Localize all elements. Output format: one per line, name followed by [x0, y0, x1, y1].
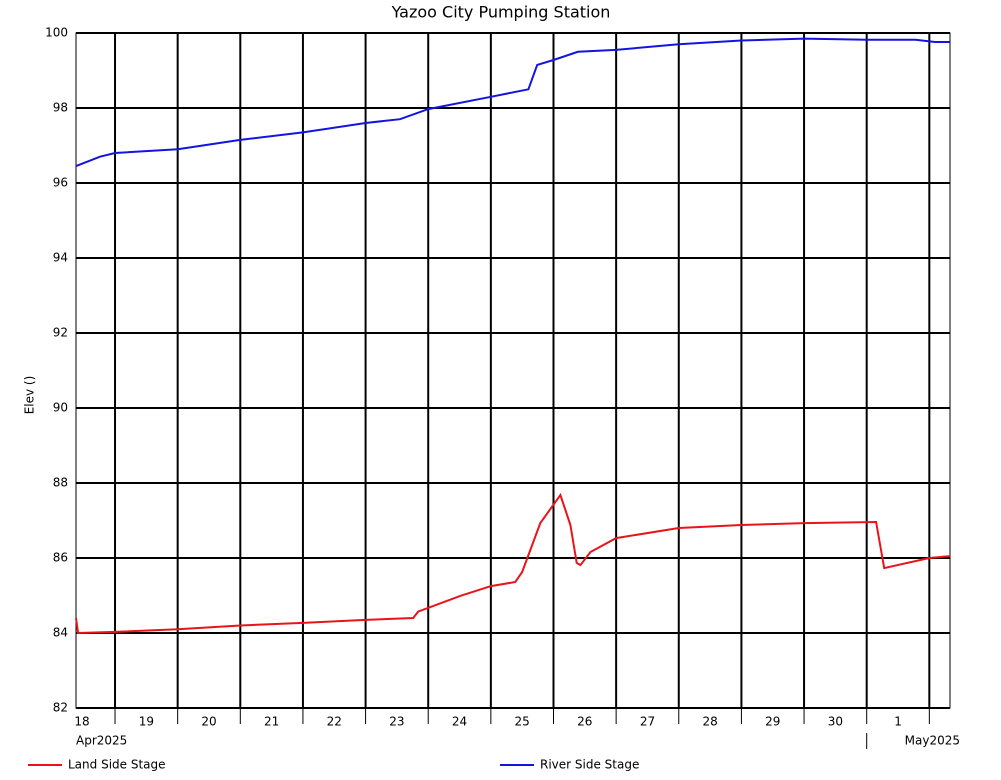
y-tick-label: 92	[53, 326, 68, 340]
y-tick-label: 84	[53, 626, 68, 640]
x-tick-label: 25	[515, 715, 530, 729]
plot-area	[75, 32, 951, 709]
x-tick-label: 19	[139, 715, 154, 729]
x-tick-label: 20	[201, 715, 216, 729]
y-tick-label: 86	[53, 551, 68, 565]
y-tick-label: 90	[53, 401, 68, 415]
y-tick-label: 82	[53, 701, 68, 715]
y-tick-label: 94	[53, 251, 68, 265]
y-tick-label: 96	[53, 176, 68, 190]
x-tick-label: 21	[264, 715, 279, 729]
x-tick-label: 28	[702, 715, 717, 729]
month-label: Apr2025	[76, 734, 127, 748]
y-tick-label: 98	[53, 101, 68, 115]
x-tick-label: 26	[577, 715, 592, 729]
x-tick-label: 24	[452, 715, 467, 729]
month-label: May2025	[905, 734, 960, 748]
data-line	[75, 492, 951, 635]
chart-title: Yazoo City Pumping Station	[391, 3, 611, 22]
x-tick-label: 30	[828, 715, 843, 729]
data-line	[75, 37, 950, 168]
legend-label: River Side Stage	[540, 758, 639, 772]
y-tick-label: 88	[53, 476, 68, 490]
x-tick-label: 22	[327, 715, 342, 729]
x-tick-label: 27	[640, 715, 655, 729]
x-tick-label: 18	[74, 715, 89, 729]
x-tick-label: 1	[894, 715, 902, 729]
x-tick-label: 29	[765, 715, 780, 729]
legend-label: Land Side Stage	[68, 758, 166, 772]
x-tick-label: 23	[389, 715, 404, 729]
y-tick-label: 100	[45, 26, 68, 40]
y-axis-label: Elev ()	[23, 376, 37, 415]
